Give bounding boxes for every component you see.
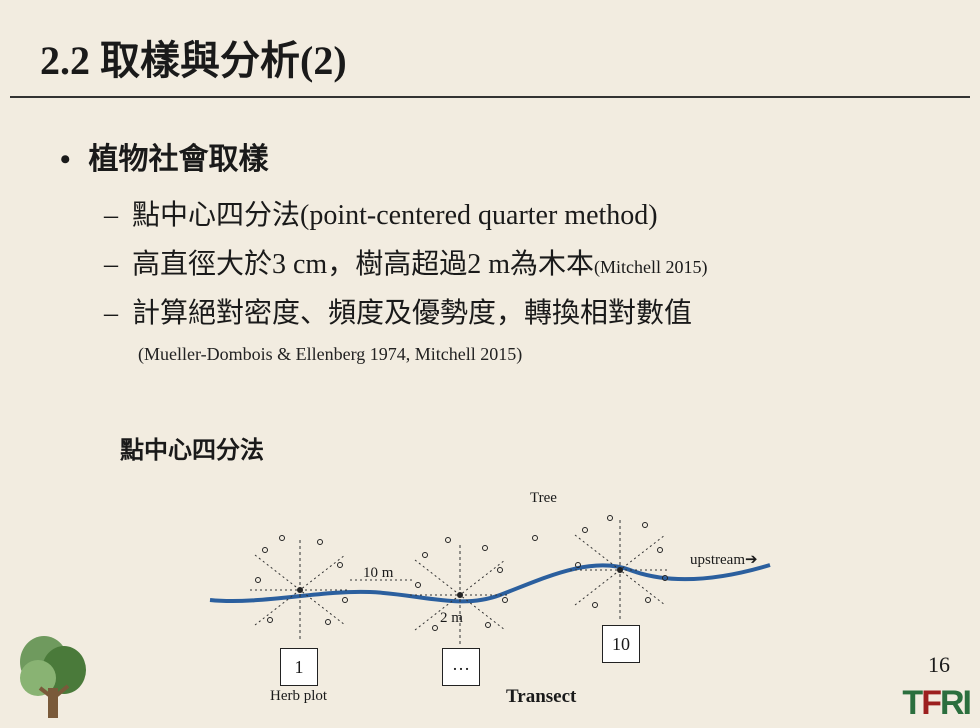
label-upstream: upstream➔	[690, 550, 758, 569]
bullet-l2c-cite: (Mueller-Dombois & Ellenberg 1974, Mitch…	[138, 344, 920, 365]
point-box-10: 10	[602, 625, 640, 663]
label-tree: Tree	[530, 490, 557, 507]
bullet-l2a-text: 點中心四分法(point-centered quarter method)	[132, 200, 658, 231]
bullet-l1-text: 植物社會取樣	[89, 143, 269, 176]
logo-t: T	[902, 684, 921, 722]
logo-r: R	[940, 684, 963, 722]
logo-i: I	[963, 684, 970, 722]
label-herb-plot: Herb plot	[270, 688, 327, 705]
bullet-level2-c: –計算絕對密度、頻度及優勢度，轉換相對數值	[104, 294, 920, 333]
bullet-dash-icon: –	[104, 298, 118, 329]
diagram-title: 點中心四分法	[120, 430, 264, 465]
bullet-level2-b: –高直徑大於3 cm，樹高超過2 m為木本(Mitchell 2015)	[104, 245, 920, 284]
label-2m: 2 m	[440, 610, 463, 627]
content-block: •植物社會取樣 –點中心四分法(point-centered quarter m…	[0, 98, 980, 365]
label-transect: Transect	[506, 686, 576, 708]
label-10m: 10 m	[363, 565, 393, 582]
page-number: 16	[928, 652, 950, 678]
bullet-l2b-cite: (Mitchell 2015)	[594, 257, 707, 277]
bullet-level2-a: –點中心四分法(point-centered quarter method)	[104, 196, 920, 235]
point-box-1: 1	[280, 648, 318, 686]
bullet-l2c-text: 計算絕對密度、頻度及優勢度，轉換相對數值	[132, 298, 692, 329]
bullet-dash-icon: –	[104, 249, 118, 280]
bullet-dash-icon: –	[104, 200, 118, 231]
bullet-level1: • 植物社會取樣	[60, 134, 920, 178]
logo-tfri: TFRI	[902, 684, 970, 723]
tree-icon	[10, 628, 100, 723]
point-box-mid: …	[442, 648, 480, 686]
bullet-dot-icon: •	[60, 143, 71, 176]
logo-f: F	[921, 684, 940, 722]
slide-title: 2.2 取樣與分析(2)	[0, 0, 980, 96]
bullet-l2b-text: 高直徑大於3 cm，樹高超過2 m為木本	[132, 249, 594, 280]
diagram-area: 點中心四分法	[0, 430, 980, 728]
